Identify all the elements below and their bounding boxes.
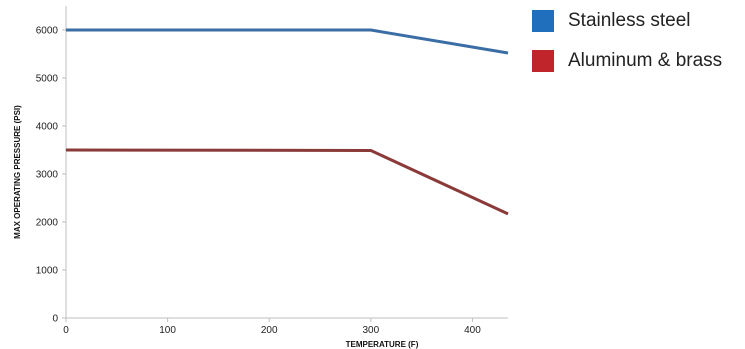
x-tick-label: 300 (362, 325, 379, 336)
y-tick-label: 2000 (36, 218, 59, 229)
y-tick-label: 5000 (36, 74, 59, 85)
y-tick-label: 4000 (36, 122, 59, 133)
legend-item-stainless-steel: Stainless steel (532, 8, 722, 34)
legend-swatch-stainless-steel (532, 10, 554, 32)
legend-label-aluminum-brass: Aluminum & brass (568, 50, 723, 71)
y-tick-label: 0 (52, 314, 58, 325)
y-axis-title: MAX OPERATING PRESSURE (PSI) (13, 105, 22, 239)
x-tick-label: 200 (261, 325, 278, 336)
y-tick-label: 1000 (36, 266, 59, 277)
series-line-aluminum-brass (65, 148, 509, 216)
legend: Stainless steel Aluminum & brass (532, 8, 722, 88)
y-tick-label: 6000 (36, 26, 59, 37)
y-tick-label: 3000 (36, 170, 59, 181)
legend-label-stainless-steel: Stainless steel (568, 10, 691, 31)
legend-swatch-aluminum-brass (532, 50, 554, 72)
x-tick-label: 100 (159, 325, 176, 336)
x-axis-title: TEMPERATURE (F) (346, 340, 419, 349)
x-tick-label: 400 (464, 325, 481, 336)
legend-item-aluminum-brass: Aluminum & brass (532, 48, 722, 74)
x-tick-label: 0 (63, 325, 69, 336)
series-line-stainless-steel (66, 28, 509, 55)
